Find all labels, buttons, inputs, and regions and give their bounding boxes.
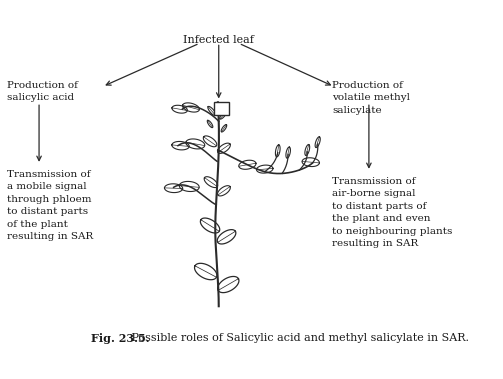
Text: Production of
volatile methyl
salicylate: Production of volatile methyl salicylate — [332, 81, 410, 114]
Text: Possible roles of Salicylic acid and methyl salicylate in SAR.: Possible roles of Salicylic acid and met… — [128, 334, 469, 343]
Text: Transmission of
air-borne signal
to distant parts of
the plant and even
to neigh: Transmission of air-borne signal to dist… — [332, 177, 453, 248]
Bar — [214, 102, 229, 115]
Text: Infected leaf: Infected leaf — [183, 34, 254, 45]
Text: Fig. 23.5.: Fig. 23.5. — [91, 333, 150, 344]
Text: Transmission of
a mobile signal
through phloem
to distant parts
of the plant
res: Transmission of a mobile signal through … — [7, 170, 93, 241]
Text: Production of
salicylic acid: Production of salicylic acid — [7, 81, 78, 102]
